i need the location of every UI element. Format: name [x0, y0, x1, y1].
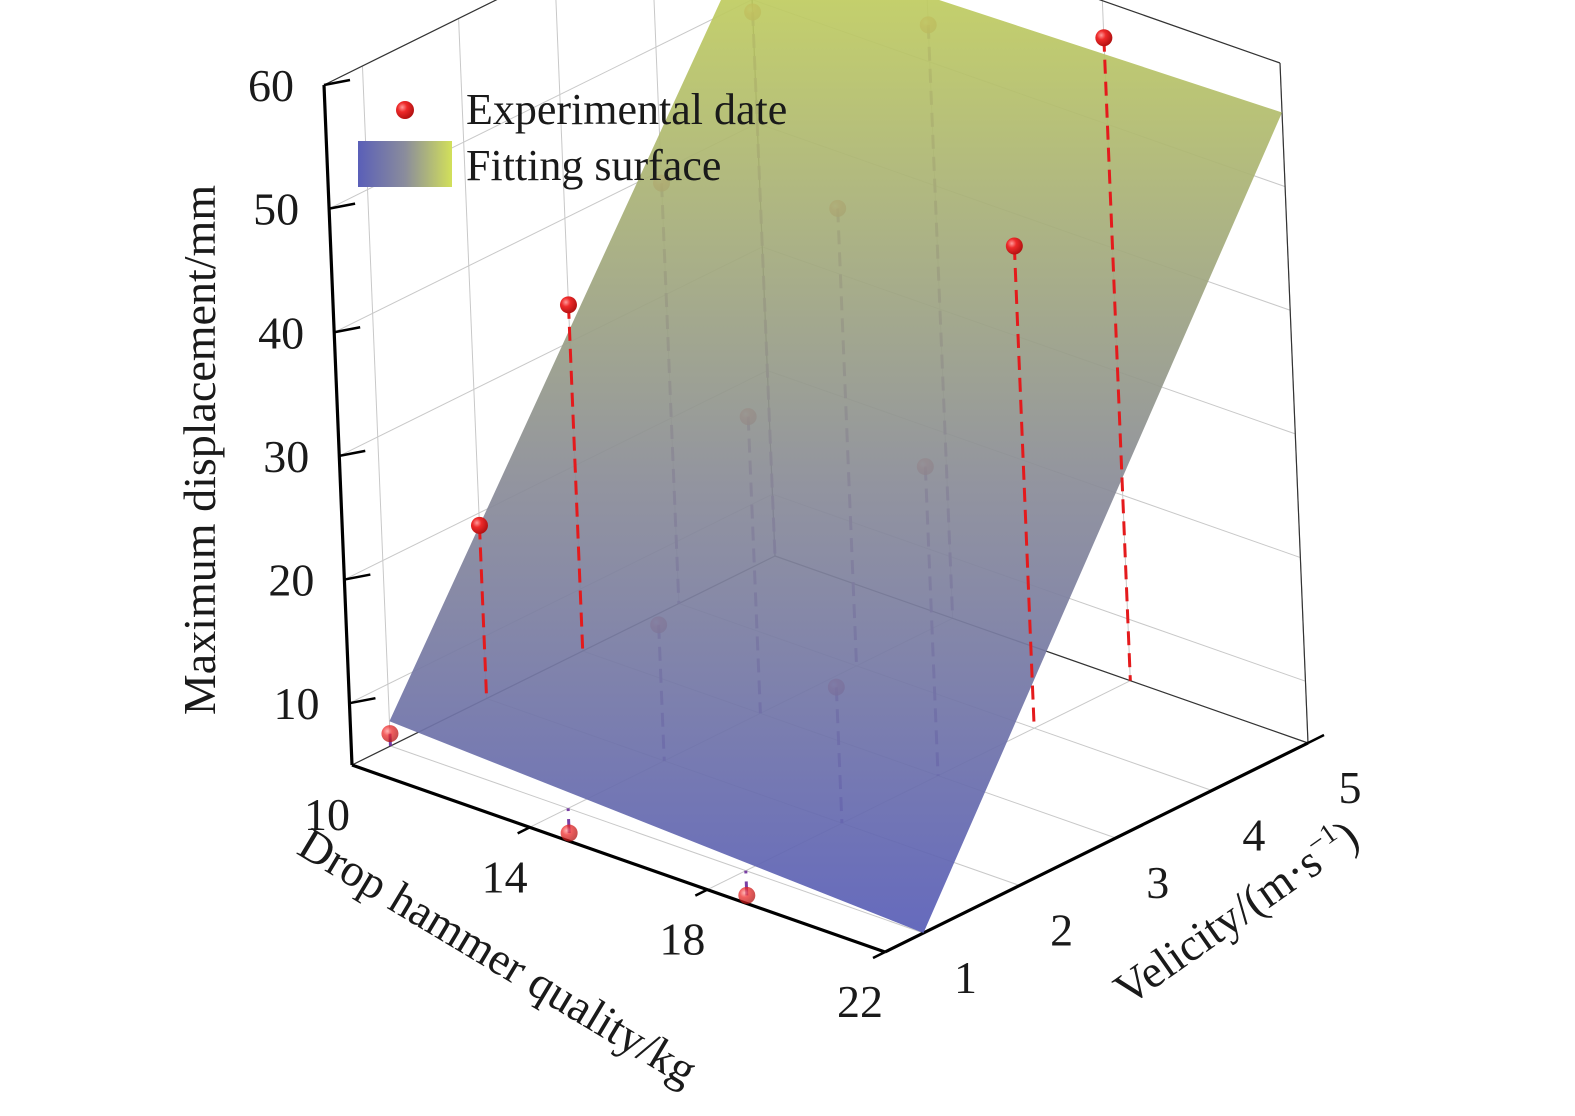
- z-tick: [349, 696, 376, 705]
- data-point: [559, 296, 577, 314]
- y-tick-label: 2: [1050, 905, 1073, 956]
- z-tick: [333, 326, 361, 334]
- fitting-surface: [389, 0, 1283, 933]
- y-tick: [1211, 781, 1229, 792]
- floor-gridline: [390, 745, 924, 934]
- y-tick: [1115, 828, 1133, 840]
- y-tick-label: 4: [1242, 810, 1265, 861]
- data-point: [381, 725, 399, 743]
- box-edge: [323, 0, 498, 86]
- legend-surface-swatch: [358, 141, 452, 187]
- x-tick: [517, 826, 531, 835]
- z-tick: [323, 78, 351, 87]
- y-axis-label-main: Velicity/(m·s: [1105, 835, 1331, 1015]
- drop-line: [1102, 37, 1132, 681]
- box-edge: [1279, 62, 1309, 744]
- data-point: [470, 516, 488, 534]
- legend-point-marker: [396, 101, 414, 119]
- y-tick-label: 1: [954, 952, 977, 1003]
- y-tick: [1019, 876, 1037, 887]
- z-tick-label: 50: [253, 184, 299, 235]
- side-wall-gridline: [323, 0, 498, 86]
- data-point: [1005, 237, 1023, 255]
- legend: Experimental date Fitting surface: [358, 85, 787, 190]
- box-edge: [1098, 0, 1281, 64]
- z-axis-line: [322, 84, 354, 766]
- x-tick-label: 22: [837, 976, 883, 1027]
- surface-layer: [389, 0, 1283, 933]
- z-tick-label: 10: [273, 678, 319, 729]
- z-tick: [339, 449, 366, 458]
- y-tick-label: 5: [1339, 762, 1362, 813]
- drop-line: [566, 304, 585, 652]
- legend-surface-label: Fitting surface: [466, 141, 721, 190]
- y-axis-label: Velicity/(m·s−1): [1104, 809, 1368, 1015]
- x-tick-label: 14: [482, 851, 528, 902]
- data-point: [560, 824, 578, 842]
- z-tick-label: 40: [258, 307, 304, 358]
- data-point: [1095, 29, 1113, 47]
- z-tick-label: 60: [248, 60, 294, 111]
- drop-line: [1012, 245, 1036, 729]
- data-point: [738, 886, 756, 904]
- z-tick-label: 20: [268, 555, 314, 606]
- x-tick-label: 18: [659, 914, 705, 965]
- x-tick-label: 10: [304, 789, 350, 840]
- x-axis-line: [351, 763, 886, 954]
- y-tick: [922, 923, 941, 935]
- x-tick: [872, 950, 886, 960]
- z-tick: [344, 573, 371, 581]
- front-data-layer: [470, 29, 1132, 729]
- x-tick: [694, 888, 708, 897]
- z-tick-label: 30: [263, 431, 309, 482]
- drop-line: [477, 525, 489, 699]
- y-axis-line: [884, 741, 1309, 954]
- z-axis-label: Maximum displacement/mm: [174, 185, 225, 715]
- legend-points-label: Experimental date: [466, 85, 787, 134]
- y-tick-label: 3: [1146, 857, 1169, 908]
- z-tick: [328, 202, 356, 210]
- y-tick: [1307, 733, 1325, 745]
